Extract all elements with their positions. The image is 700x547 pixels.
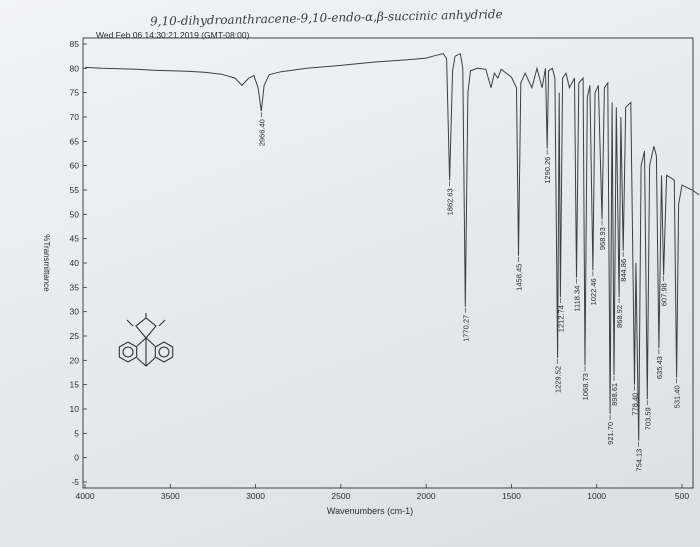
molecule-structure-icon <box>118 313 174 367</box>
y-tick-label: 50 <box>70 209 80 219</box>
peak-label: 703.59 <box>643 407 652 430</box>
y-axis-label: %Transmittance <box>42 234 51 292</box>
x-tick-label: 2000 <box>417 491 436 501</box>
y-tick-label: 40 <box>70 258 80 268</box>
peak-label: 1118.34 <box>573 286 582 312</box>
x-tick-label: 1500 <box>502 491 521 501</box>
acquisition-timestamp: Wed Feb 06 14:30:21 2019 (GMT-08:00) <box>96 30 250 40</box>
peak-label: 607.98 <box>660 283 669 306</box>
peak-label: 754.13 <box>635 449 644 472</box>
y-tick-label: 20 <box>70 355 80 365</box>
y-tick-label: 45 <box>70 234 80 244</box>
y-tick-label: 25 <box>70 331 80 341</box>
y-tick-label: 5 <box>74 428 79 438</box>
y-tick-label: 70 <box>70 112 80 122</box>
x-tick-label: 1000 <box>587 491 606 501</box>
peak-label: 778.40 <box>631 393 640 416</box>
peak-label: 921.70 <box>606 422 615 445</box>
peak-label: 1770.27 <box>461 315 470 342</box>
y-tick-label: 60 <box>70 161 80 171</box>
x-tick-label: 3000 <box>246 491 265 501</box>
y-tick-label: 80 <box>70 63 80 73</box>
x-tick-label: 4000 <box>76 491 95 501</box>
peak-label: 635.43 <box>655 356 664 379</box>
y-tick-label: 10 <box>70 404 80 414</box>
y-tick-label: 15 <box>70 380 80 390</box>
peak-label: 1068.73 <box>581 373 590 400</box>
peak-label: 898.61 <box>610 383 619 406</box>
x-tick-label: 2500 <box>331 491 350 501</box>
y-tick-label: 0 <box>74 453 79 463</box>
y-tick-label: 65 <box>70 136 80 146</box>
peak-label: 968.93 <box>598 227 607 250</box>
y-tick-label: 75 <box>70 88 80 98</box>
peak-label: 1290.26 <box>543 157 552 184</box>
peak-label: 868.92 <box>615 305 624 328</box>
peak-label: 1229.52 <box>554 366 563 393</box>
plot-frame <box>82 37 694 489</box>
peak-label: 844.86 <box>619 259 628 282</box>
peak-label: 1212.74 <box>556 305 565 332</box>
peak-label: 531.40 <box>673 385 682 408</box>
peak-label: 1458.45 <box>515 264 524 291</box>
peak-label: 1862.63 <box>446 188 455 215</box>
y-tick-label: -5 <box>71 477 79 487</box>
peak-label: 1022.46 <box>589 278 598 305</box>
peak-label: 2966.40 <box>257 119 266 146</box>
spectrum-line <box>84 52 700 441</box>
x-tick-label: 3500 <box>161 491 180 501</box>
y-tick-label: 55 <box>70 185 80 195</box>
y-tick-label: 35 <box>70 282 80 292</box>
x-tick-label: 500 <box>675 491 689 501</box>
x-axis-label: Wavenumbers (cm-1) <box>327 506 413 516</box>
y-tick-label: 30 <box>70 307 80 317</box>
y-tick-label: 85 <box>70 39 80 49</box>
